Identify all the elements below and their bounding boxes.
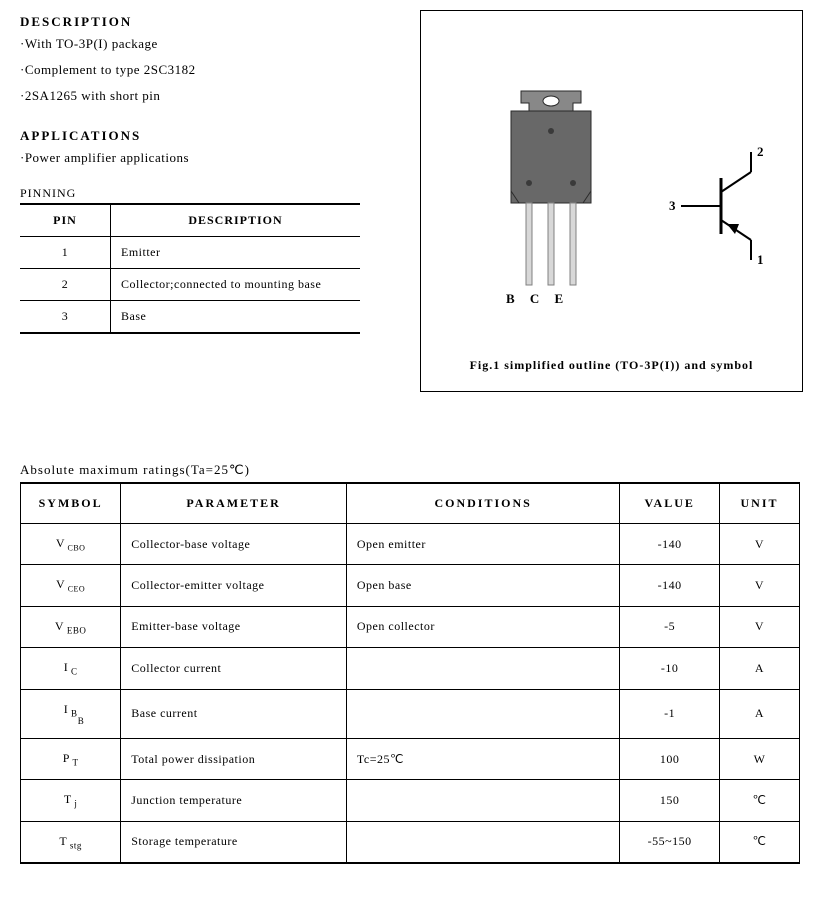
col-symbol: SYMBOL	[21, 483, 121, 524]
symbol-pin-2: 2	[757, 144, 764, 159]
ratings-unit: V	[719, 606, 799, 647]
ratings-symbol: V EBO	[21, 606, 121, 647]
applications-heading: APPLICATIONS	[20, 128, 400, 144]
col-parameter: PARAMETER	[121, 483, 347, 524]
ratings-symbol: V CBO	[21, 524, 121, 565]
left-column: DESCRIPTION ·With TO-3P(I) package ·Comp…	[20, 10, 400, 392]
ratings-conditions	[346, 821, 619, 863]
pinning-title: PINNING	[20, 186, 400, 201]
table-row: V CEOCollector-emitter voltageOpen base-…	[21, 565, 800, 606]
table-row: T stgStorage temperature -55~150℃	[21, 821, 800, 863]
pin-number: 2	[20, 269, 111, 301]
description-line: ·Complement to type 2SC3182	[20, 62, 400, 78]
table-row: V EBOEmitter-base voltageOpen collector-…	[21, 606, 800, 647]
package-icon	[511, 91, 591, 285]
table-row: 3 Base	[20, 301, 360, 334]
ratings-unit: A	[719, 648, 799, 689]
ratings-value: 150	[620, 780, 720, 821]
ratings-value: -1	[620, 689, 720, 738]
ratings-parameter: Junction temperature	[121, 780, 347, 821]
ratings-parameter: Collector-emitter voltage	[121, 565, 347, 606]
ratings-symbol: T stg	[21, 821, 121, 863]
pin-desc: Emitter	[111, 237, 361, 269]
ratings-symbol: I B B	[21, 689, 121, 738]
ratings-value: 100	[620, 738, 720, 779]
table-row: T jJunction temperature 150℃	[21, 780, 800, 821]
ratings-unit: ℃	[719, 821, 799, 863]
ratings-symbol: P T	[21, 738, 121, 779]
ratings-parameter: Total power dissipation	[121, 738, 347, 779]
ratings-unit: W	[719, 738, 799, 779]
ratings-conditions	[346, 780, 619, 821]
description-heading: DESCRIPTION	[20, 14, 400, 30]
pin-number: 1	[20, 237, 111, 269]
col-value: VALUE	[620, 483, 720, 524]
symbol-pin-1: 1	[757, 252, 764, 267]
ratings-conditions: Open base	[346, 565, 619, 606]
ratings-parameter: Emitter-base voltage	[121, 606, 347, 647]
pin-desc: Base	[111, 301, 361, 334]
figure-caption: Fig.1 simplified outline (TO-3P(I)) and …	[421, 358, 802, 373]
applications-line: ·Power amplifier applications	[20, 150, 400, 166]
ratings-caption: Absolute maximum ratings(Ta=25℃)	[20, 462, 803, 478]
ratings-parameter: Collector-base voltage	[121, 524, 347, 565]
ratings-value: -140	[620, 524, 720, 565]
ratings-value: -10	[620, 648, 720, 689]
ratings-conditions	[346, 689, 619, 738]
ratings-conditions	[346, 648, 619, 689]
ratings-parameter: Storage temperature	[121, 821, 347, 863]
description-line: ·2SA1265 with short pin	[20, 88, 400, 104]
figure-box: 2 3 1 B C E Fig.1 simplified outline (TO…	[420, 10, 803, 392]
ratings-conditions: Open emitter	[346, 524, 619, 565]
ratings-symbol: I C	[21, 648, 121, 689]
ratings-symbol: V CEO	[21, 565, 121, 606]
ratings-symbol: T j	[21, 780, 121, 821]
symbol-pin-3: 3	[669, 198, 676, 213]
table-row: 2 Collector;connected to mounting base	[20, 269, 360, 301]
col-unit: UNIT	[719, 483, 799, 524]
ratings-value: -5	[620, 606, 720, 647]
pin-desc: Collector;connected to mounting base	[111, 269, 361, 301]
ratings-value: -140	[620, 565, 720, 606]
ratings-table: SYMBOL PARAMETER CONDITIONS VALUE UNIT V…	[20, 482, 800, 864]
table-row: P TTotal power dissipationTc=25℃100W	[21, 738, 800, 779]
table-row: V CBOCollector-base voltageOpen emitter-…	[21, 524, 800, 565]
table-row: I B BBase current -1A	[21, 689, 800, 738]
ratings-parameter: Base current	[121, 689, 347, 738]
description-line: ·With TO-3P(I) package	[20, 36, 400, 52]
figure-svg: 2 3 1	[421, 11, 821, 391]
pin-number: 3	[20, 301, 111, 334]
col-conditions: CONDITIONS	[346, 483, 619, 524]
table-row: I CCollector current -10A	[21, 648, 800, 689]
ratings-header-row: SYMBOL PARAMETER CONDITIONS VALUE UNIT	[21, 483, 800, 524]
ratings-unit: ℃	[719, 780, 799, 821]
ratings-unit: V	[719, 565, 799, 606]
desc-col-header: DESCRIPTION	[111, 204, 361, 237]
ratings-value: -55~150	[620, 821, 720, 863]
top-section: DESCRIPTION ·With TO-3P(I) package ·Comp…	[20, 10, 803, 392]
ratings-unit: A	[719, 689, 799, 738]
pin-col-header: PIN	[20, 204, 111, 237]
pinning-table: PIN DESCRIPTION 1 Emitter 2 Collector;co…	[20, 203, 360, 334]
ratings-conditions: Tc=25℃	[346, 738, 619, 779]
ratings-unit: V	[719, 524, 799, 565]
ratings-parameter: Collector current	[121, 648, 347, 689]
table-row: 1 Emitter	[20, 237, 360, 269]
package-pin-labels: B C E	[506, 291, 569, 307]
transistor-symbol-icon: 2 3 1	[669, 144, 764, 267]
ratings-conditions: Open collector	[346, 606, 619, 647]
